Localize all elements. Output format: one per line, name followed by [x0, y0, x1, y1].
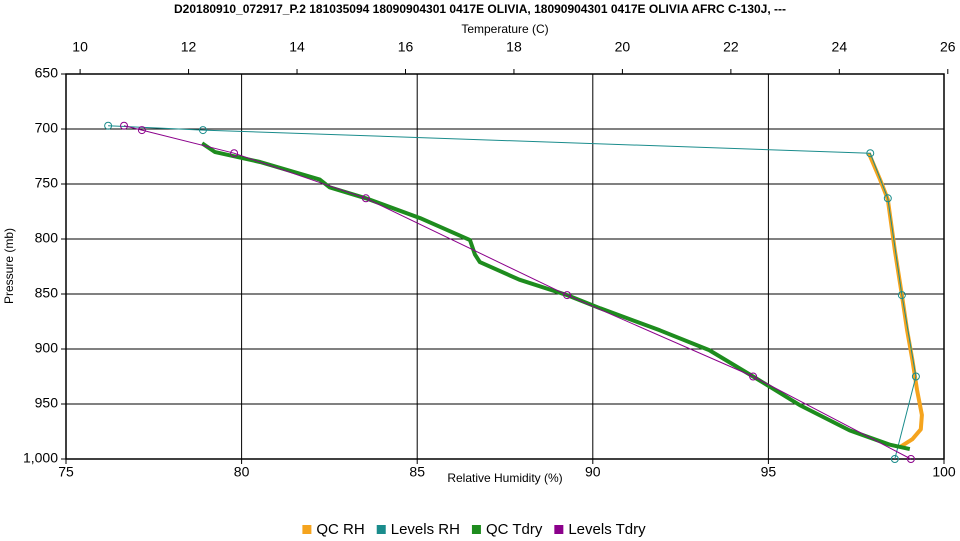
chart-title: D20180910_072917_P.2 181035094 180909043… — [174, 2, 786, 16]
plot-frame — [65, 73, 945, 460]
y-tick-label: 900 — [35, 340, 59, 356]
legend-label: Levels Tdry — [568, 521, 646, 538]
point-marker — [897, 291, 906, 300]
x-tick-label: 80 — [234, 464, 250, 480]
x-tick-label: 85 — [409, 464, 425, 480]
x2-tick-label: 20 — [615, 39, 631, 55]
y-tick-label: 950 — [35, 395, 59, 411]
series-line — [108, 125, 917, 460]
legend-swatch — [471, 525, 481, 534]
point-marker — [137, 126, 146, 135]
x-tick-label: 100 — [932, 464, 956, 480]
x-axis-label: Relative Humidity (%) — [447, 471, 562, 485]
point-marker — [749, 372, 758, 381]
x2-tick-label: 26 — [940, 39, 956, 55]
point-marker — [230, 149, 239, 158]
point-marker — [120, 121, 129, 130]
legend-label: QC Tdry — [486, 521, 543, 538]
legend-label: Levels RH — [391, 521, 460, 538]
y-tick-label: 700 — [35, 120, 59, 136]
x-tick-label: 75 — [58, 464, 74, 480]
point-marker — [198, 126, 207, 135]
x2-axis-label: Temperature (C) — [461, 22, 548, 36]
point-marker — [361, 194, 370, 203]
legend-swatch — [302, 525, 312, 534]
point-marker — [866, 149, 875, 158]
x2-tick-label: 10 — [72, 39, 88, 55]
legend-swatch — [554, 525, 564, 534]
point-marker — [906, 455, 915, 463]
x2-tick-label: 24 — [832, 39, 848, 55]
legend-swatch — [376, 525, 386, 534]
series-line — [123, 125, 912, 460]
legend-label: QC RH — [316, 521, 364, 538]
y-tick-label: 850 — [35, 285, 59, 301]
x2-tick-label: 14 — [289, 39, 305, 55]
point-marker — [883, 194, 892, 203]
y-tick-label: 1,000 — [23, 450, 58, 466]
x-tick-label: 90 — [585, 464, 601, 480]
x2-tick-label: 16 — [398, 39, 414, 55]
point-marker — [563, 291, 572, 300]
y-axis-label: Pressure (mb) — [2, 228, 16, 304]
series-line — [866, 152, 924, 449]
y-tick-label: 650 — [35, 65, 59, 81]
x-tick-label: 95 — [761, 464, 777, 480]
y-tick-label: 750 — [35, 175, 59, 191]
x2-tick-label: 12 — [181, 39, 197, 55]
x2-tick-label: 22 — [723, 39, 739, 55]
y-tick-label: 800 — [35, 230, 59, 246]
series-line — [200, 141, 911, 452]
point-marker — [911, 372, 920, 381]
point-marker — [890, 455, 899, 463]
x2-tick-label: 18 — [506, 39, 522, 55]
point-marker — [104, 121, 113, 130]
